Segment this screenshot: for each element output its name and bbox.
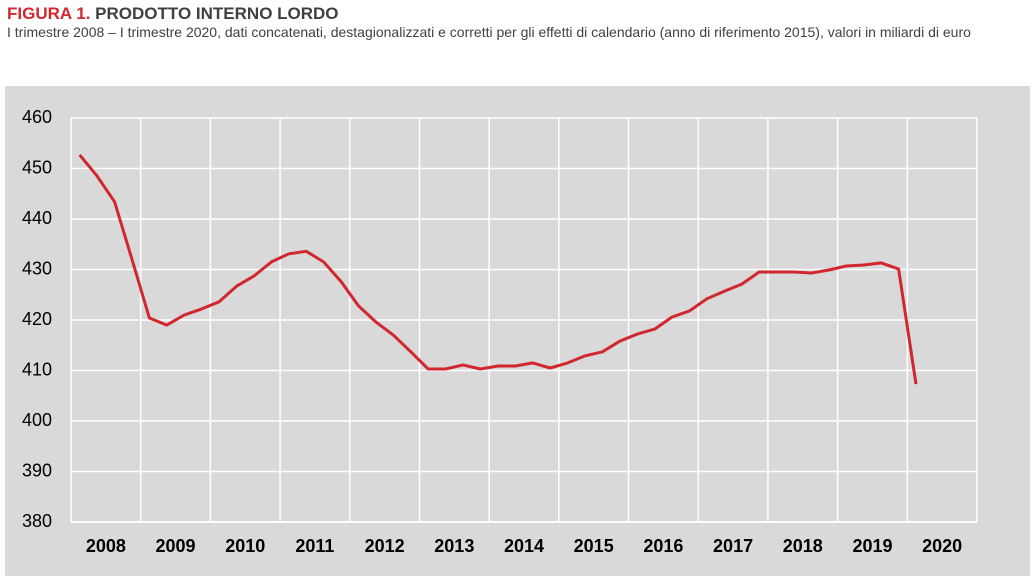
x-tick-label: 2020 xyxy=(922,536,962,556)
y-tick-label: 400 xyxy=(22,410,52,430)
line-series xyxy=(78,153,918,385)
title-label: FIGURA 1. xyxy=(7,4,91,23)
x-tick-label: 2008 xyxy=(86,536,126,556)
y-tick-label: 440 xyxy=(22,208,52,228)
x-tick-label: 2016 xyxy=(643,536,683,556)
x-tick-label: 2014 xyxy=(504,536,544,556)
header: FIGURA 1. PRODOTTO INTERNO LORDO I trime… xyxy=(7,4,1031,40)
x-tick-label: 2009 xyxy=(156,536,196,556)
x-tick-label: 2017 xyxy=(713,536,753,556)
chart-background xyxy=(5,86,1030,576)
subtitle: I trimestre 2008 – I trimestre 2020, dat… xyxy=(7,24,971,40)
y-tick-label: 380 xyxy=(22,511,52,531)
y-tick-label: 460 xyxy=(22,107,52,127)
x-tick-label: 2019 xyxy=(852,536,892,556)
title-block: FIGURA 1. PRODOTTO INTERNO LORDO xyxy=(7,4,1031,24)
x-tick-label: 2011 xyxy=(295,536,334,556)
y-tick-label: 450 xyxy=(22,157,52,177)
y-tick-label: 390 xyxy=(22,460,52,480)
y-tick-label: 420 xyxy=(22,309,52,329)
x-tick-label: 2013 xyxy=(434,536,474,556)
x-tick-label: 2015 xyxy=(574,536,614,556)
x-tick-label: 2010 xyxy=(225,536,265,556)
y-tick-label: 430 xyxy=(22,258,52,278)
x-tick-label: 2012 xyxy=(365,536,405,556)
y-tick-label: 410 xyxy=(22,359,52,379)
chart-title: PRODOTTO INTERNO LORDO xyxy=(95,4,339,23)
x-tick-label: 2018 xyxy=(783,536,823,556)
